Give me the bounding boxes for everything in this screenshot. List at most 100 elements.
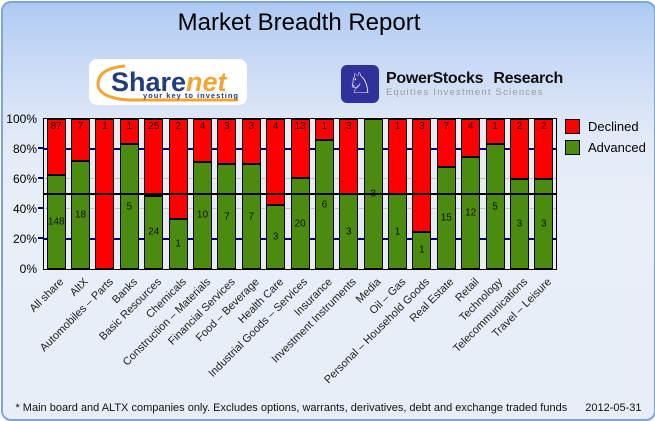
declined-segment: 2 bbox=[509, 119, 529, 179]
advanced-segment: 7 bbox=[217, 164, 237, 269]
plot-area: 8714871811525242141037374313201633311317… bbox=[43, 118, 557, 270]
declined-value: 3 bbox=[345, 121, 352, 132]
declined-segment: 3 bbox=[412, 119, 432, 232]
declined-value: 2 bbox=[516, 121, 523, 132]
y-tick-mark bbox=[38, 237, 43, 239]
y-tick-label: 0% bbox=[19, 262, 37, 276]
advanced-value: 20 bbox=[294, 218, 306, 230]
sharenet-logo: Sharenet your key to investing bbox=[89, 59, 247, 105]
advanced-segment: 15 bbox=[436, 166, 456, 269]
advanced-value: 1 bbox=[419, 244, 425, 256]
advanced-value: 24 bbox=[148, 226, 160, 238]
declined-segment: 4 bbox=[192, 119, 212, 162]
declined-segment: 4 bbox=[266, 119, 286, 205]
advanced-value: 12 bbox=[465, 207, 477, 219]
declined-value: 3 bbox=[419, 121, 425, 132]
advanced-segment: 12 bbox=[461, 156, 481, 269]
declined-segment: 13 bbox=[290, 119, 310, 179]
advanced-value: 7 bbox=[224, 211, 230, 222]
advanced-segment: 18 bbox=[71, 161, 91, 269]
advanced-value: 1 bbox=[394, 226, 401, 237]
advanced-value: 3 bbox=[345, 226, 352, 237]
fifty-percent-line bbox=[44, 193, 556, 195]
declined-value: 4 bbox=[272, 121, 279, 132]
y-tick-mark bbox=[38, 177, 43, 179]
chess-knight-icon: ♘ bbox=[341, 65, 379, 103]
declined-segment: 7 bbox=[436, 119, 456, 167]
advanced-value: 5 bbox=[492, 201, 498, 212]
declined-value: 1 bbox=[126, 121, 133, 132]
advanced-segment: 1 bbox=[412, 231, 432, 269]
declined-segment: 87 bbox=[46, 119, 66, 175]
advanced-value: 7 bbox=[248, 211, 255, 222]
advanced-segment: 5 bbox=[485, 144, 505, 269]
advanced-value: 1 bbox=[175, 238, 181, 250]
declined-value: 2 bbox=[541, 121, 547, 132]
declined-value: 13 bbox=[294, 121, 306, 132]
y-tick-label: 60% bbox=[12, 172, 37, 186]
advanced-value: 15 bbox=[440, 212, 452, 224]
y-tick-mark bbox=[38, 207, 43, 209]
powerstocks-logo: ♘ PowerStocks Research Equities Investme… bbox=[341, 64, 563, 104]
footer-date: 2012-05-31 bbox=[585, 402, 642, 414]
advanced-segment: 3 bbox=[534, 179, 554, 269]
sharenet-tagline: your key to investing bbox=[143, 91, 239, 100]
legend: Declined Advanced bbox=[565, 119, 646, 155]
declined-segment: 1 bbox=[388, 119, 408, 194]
advanced-value: 18 bbox=[75, 209, 87, 221]
powerstocks-text: PowerStocks Research Equities Investment… bbox=[386, 70, 563, 99]
declined-value: 25 bbox=[148, 121, 160, 132]
knight-glyph: ♘ bbox=[347, 67, 373, 100]
advanced-segment: 20 bbox=[290, 178, 310, 269]
advanced-segment: 24 bbox=[144, 195, 164, 269]
y-tick-label: 20% bbox=[12, 232, 37, 246]
declined-segment: 1 bbox=[314, 119, 334, 141]
advanced-segment: 6 bbox=[314, 140, 334, 269]
advanced-value: 6 bbox=[321, 199, 328, 211]
legend-label-declined: Declined bbox=[588, 119, 639, 134]
declined-value: 4 bbox=[467, 121, 474, 132]
declined-value: 3 bbox=[224, 121, 230, 132]
sharenet-word-net: net bbox=[186, 67, 228, 97]
declined-value: 3 bbox=[248, 121, 255, 132]
advanced-value: 3 bbox=[516, 218, 523, 230]
declined-value: 1 bbox=[394, 121, 401, 132]
advanced-swatch-icon bbox=[565, 140, 580, 155]
declined-value: 2 bbox=[175, 121, 181, 132]
advanced-value: 3 bbox=[541, 218, 547, 230]
declined-segment: 7 bbox=[71, 119, 91, 161]
declined-segment: 3 bbox=[241, 119, 261, 164]
declined-value: 7 bbox=[443, 121, 450, 132]
declined-segment: 1 bbox=[119, 119, 139, 144]
declined-segment: 2 bbox=[168, 119, 188, 219]
declined-segment: 25 bbox=[144, 119, 164, 196]
y-tick-mark bbox=[38, 147, 43, 149]
declined-swatch-icon bbox=[565, 119, 580, 134]
declined-segment: 4 bbox=[461, 119, 481, 157]
advanced-segment: 148 bbox=[46, 174, 66, 269]
y-tick-label: 80% bbox=[12, 142, 37, 156]
declined-segment: 3 bbox=[339, 119, 359, 194]
y-tick-label: 100% bbox=[6, 112, 37, 126]
declined-value: 7 bbox=[77, 121, 84, 132]
market-breadth-chart: 8714871811525242141037374313201633311317… bbox=[3, 3, 654, 419]
footer: * Main board and ALTX companies only. Ex… bbox=[3, 402, 654, 414]
advanced-segment: 10 bbox=[192, 161, 212, 269]
declined-value: 87 bbox=[50, 121, 62, 132]
advanced-value: 10 bbox=[196, 209, 209, 221]
legend-item-advanced: Advanced bbox=[565, 140, 646, 155]
advanced-segment: 3 bbox=[266, 204, 286, 269]
declined-value: 4 bbox=[199, 121, 206, 132]
advanced-segment: 1 bbox=[388, 194, 408, 269]
advanced-value: 3 bbox=[272, 231, 279, 243]
declined-segment: 3 bbox=[217, 119, 237, 164]
declined-value: 1 bbox=[102, 121, 108, 132]
sharenet-logo-art: Sharenet your key to investing bbox=[96, 64, 239, 102]
sharenet-word-share: Share bbox=[111, 67, 186, 97]
x-category-label: All share bbox=[27, 276, 67, 315]
advanced-segment: 5 bbox=[119, 144, 139, 269]
declined-segment: 2 bbox=[534, 119, 554, 179]
advanced-segment: 1 bbox=[168, 219, 188, 269]
y-tick-label: 40% bbox=[12, 202, 37, 216]
